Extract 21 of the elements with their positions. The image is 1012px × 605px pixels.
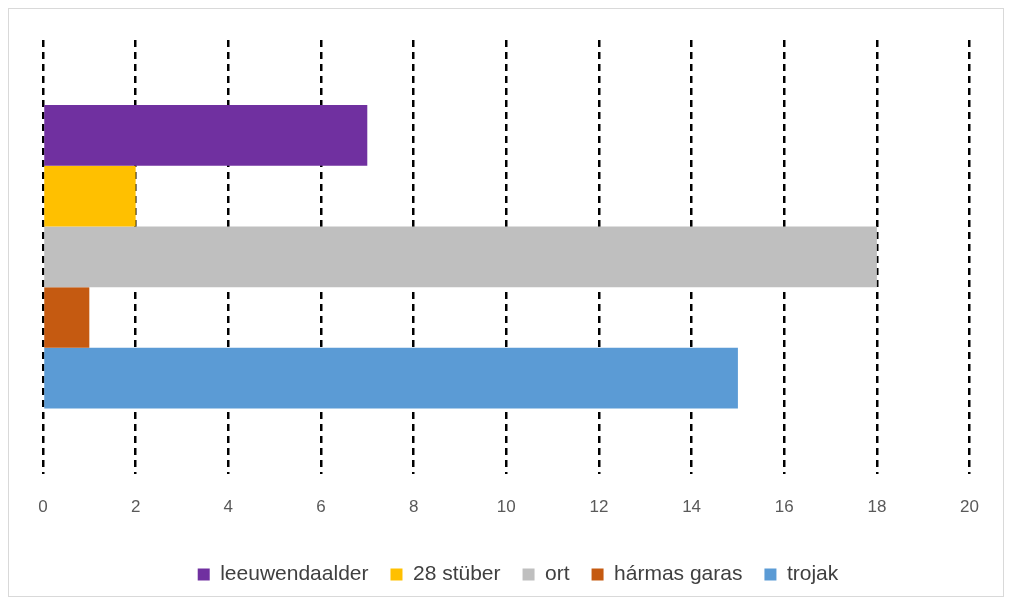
bar — [44, 347, 738, 409]
legend-label: trojak — [786, 561, 839, 585]
x-tick-label: 2 — [130, 497, 141, 517]
bar — [44, 105, 368, 166]
legend-label: ort — [545, 561, 570, 585]
x-tick-label: 6 — [316, 497, 326, 517]
legend-label: hármas garas — [614, 561, 743, 585]
x-tick-label: 20 — [960, 497, 980, 517]
x-tick-label: 14 — [682, 497, 702, 517]
x-tick-label: 12 — [589, 497, 609, 517]
x-tick-label: 8 — [408, 497, 419, 517]
x-tick-label: 4 — [223, 497, 234, 517]
bar — [44, 165, 136, 227]
x-tick-label: 16 — [774, 497, 794, 517]
x-tick-label: 18 — [867, 497, 887, 517]
x-tick-label: 10 — [496, 497, 516, 517]
bar — [44, 226, 877, 288]
legend-label: 28 stüber — [412, 561, 501, 585]
bar — [44, 287, 90, 348]
legend-label: leeuwendaalder — [220, 561, 369, 585]
x-tick-label: 0 — [38, 497, 48, 517]
